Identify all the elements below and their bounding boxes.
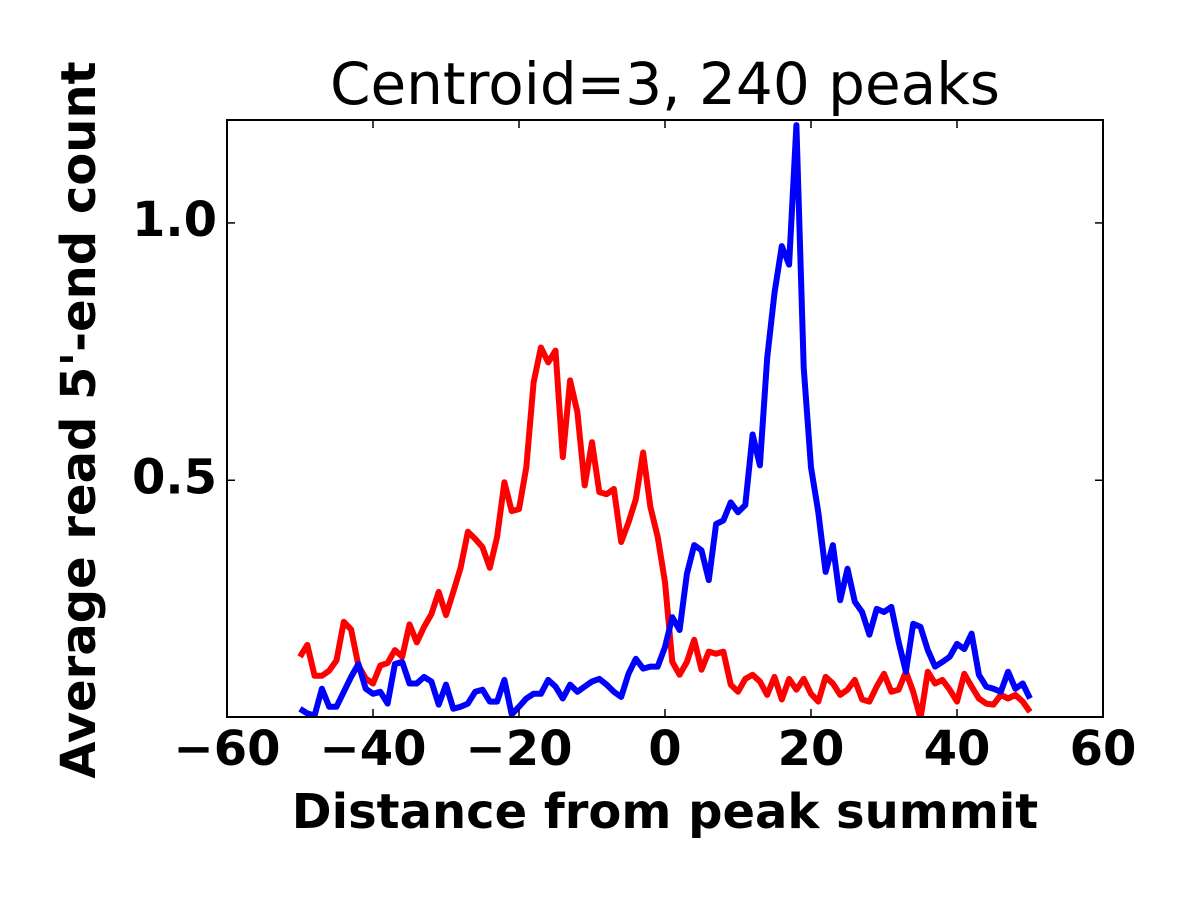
x-tick-label: 0 bbox=[648, 721, 681, 777]
y-tick-label: 0.5 bbox=[132, 449, 217, 505]
y-tick-label: 1.0 bbox=[132, 192, 217, 248]
x-tick-label: 60 bbox=[1070, 721, 1137, 777]
x-tick-label: −60 bbox=[173, 721, 280, 777]
x-tick-label: −20 bbox=[465, 721, 572, 777]
data-line bbox=[298, 122, 1033, 717]
plot-frame bbox=[226, 119, 1104, 718]
chart-title: Centroid=3, 240 peaks bbox=[330, 50, 1000, 118]
x-tick-label: −40 bbox=[319, 721, 426, 777]
y-axis-label: Average read 5'-end count bbox=[51, 61, 107, 778]
x-axis-label: Distance from peak summit bbox=[292, 784, 1038, 840]
x-tick-label: 20 bbox=[778, 721, 845, 777]
data-line bbox=[297, 344, 1033, 717]
x-tick-label: 40 bbox=[924, 721, 991, 777]
